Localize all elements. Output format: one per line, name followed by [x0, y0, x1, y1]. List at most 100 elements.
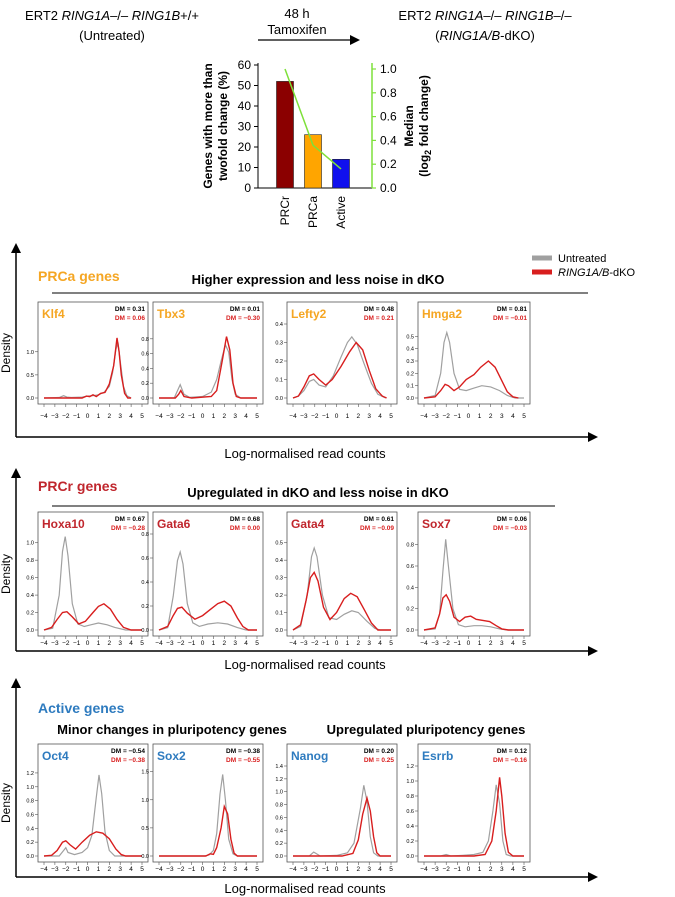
median-ytick-label: 1.0: [380, 62, 397, 76]
median-ytick-label: 0.0: [380, 181, 397, 195]
panel-dm-dko: DM = 0.21: [364, 315, 395, 322]
bar-category-label: PRCr: [278, 196, 292, 225]
panel-xtick-label: −4: [40, 866, 48, 873]
panel-xtick-label: −1: [188, 866, 196, 873]
panel-gene-label: Gata6: [157, 517, 191, 531]
density-sections: Density Log-normalised read counts PRCa ge…: [0, 243, 598, 896]
median-ylabel-line2a: (log: [417, 155, 431, 177]
panel-dm-dko: DM = −0.55: [226, 757, 260, 764]
panel-ytick-label: 1.0: [26, 350, 34, 356]
panel-xtick-label: 2: [357, 866, 361, 873]
panel-dm-untreated: DM = 0.48: [364, 306, 395, 313]
panel-ytick-label: 0.0: [406, 396, 414, 402]
panel-dm-untreated: DM = −0.54: [111, 748, 145, 755]
panel-ytick-label: 0.8: [141, 337, 149, 343]
panel-xtick-label: 1: [346, 866, 350, 873]
panel-xtick-label: −1: [73, 640, 81, 647]
panel-ytick-label: 1.0: [406, 779, 414, 785]
bar-chart: 0 10 20 30 40 50 60 Genes with more thantwofold…: [201, 58, 433, 229]
density-panel-nanog: 0.0 0.2 0.4 0.6 0.8 1.0 1.2 1.4 −4 −3 −2 −1 0 1 2 3 4 5 Na…: [275, 743, 398, 873]
panel-ytick-label: 1.2: [26, 771, 34, 777]
bar-ytick-label: 0: [244, 181, 251, 195]
panel-ytick-label: 0.2: [406, 371, 414, 377]
panel-xtick-label: 3: [233, 866, 237, 873]
panel-frame: [152, 511, 264, 637]
panel-ytick-label: 0.8: [141, 532, 149, 538]
panel-dm-untreated: DM = 0.12: [497, 748, 528, 755]
section-x-axis-arrow: [588, 646, 598, 656]
condition-untreated-genotype: ERT2 RING1A–/– RING1B+/+: [25, 8, 199, 23]
panel-xtick-label: 4: [511, 866, 515, 873]
panel-xtick-label: 0: [201, 413, 205, 420]
panel-xtick-label: −2: [311, 866, 319, 873]
panel-xtick-label: 0: [335, 640, 339, 647]
panel-xtick-label: −2: [443, 413, 451, 420]
panel-xtick-label: 3: [118, 866, 122, 873]
density-curve-untreated: [423, 330, 524, 399]
bar-ylabel-line: twofold change (%): [216, 71, 230, 181]
panel-ytick-label: 0.2: [26, 611, 34, 617]
panel-dm-untreated: DM = 0.06: [497, 516, 528, 523]
panel-dm-untreated: DM = 0.01: [230, 306, 261, 313]
panel-gene-label: Esrrb: [422, 749, 453, 763]
panel-ytick-label: 0.6: [141, 556, 149, 562]
median-ytick-label: 0.8: [380, 86, 397, 100]
density-curve-untreated: [292, 335, 386, 399]
panel-gene-label: Oct4: [42, 749, 69, 763]
panel-dm-untreated: DM = 0.67: [115, 516, 146, 523]
panel-ytick-label: 0.1: [275, 611, 283, 617]
panel-gene-label: Sox7: [422, 517, 451, 531]
section-ylabel: Density: [0, 554, 13, 594]
bar-ytick-label: 50: [238, 79, 252, 93]
section-group-label: Active genes: [38, 700, 125, 716]
density-curve-dko: [423, 360, 519, 399]
panel-xtick-label: −3: [51, 866, 59, 873]
panel-xtick-label: 0: [201, 640, 205, 647]
section-subtitle: Higher expression and less noise in dKO: [192, 272, 445, 287]
section-xlabel: Log-normalised read counts: [224, 657, 386, 672]
panel-xtick-label: 3: [500, 640, 504, 647]
panel-xtick-label: 5: [522, 866, 526, 873]
panel-ytick-label: 0.6: [26, 812, 34, 818]
panel-xtick-label: −1: [322, 866, 330, 873]
panel-ytick-label: 0.0: [275, 854, 283, 860]
panel-xtick-label: 3: [500, 866, 504, 873]
panel-dm-untreated: DM = 0.68: [230, 516, 261, 523]
panel-xtick-label: 5: [255, 640, 259, 647]
panel-xtick-label: −4: [420, 866, 428, 873]
density-curve-untreated: [43, 342, 132, 399]
panel-xtick-label: −3: [431, 640, 439, 647]
panel-ytick-label: 0.0: [26, 396, 34, 402]
panel-xtick-label: 4: [129, 413, 133, 420]
median-ylabel-line2b: fold change): [417, 75, 431, 150]
panel-xtick-label: 1: [97, 640, 101, 647]
panel-xtick-label: −4: [155, 640, 163, 647]
panel-xtick-label: 3: [367, 413, 371, 420]
panel-xtick-label: 4: [129, 866, 133, 873]
density-curve-dko: [293, 795, 391, 857]
section-subtitle-left: Minor changes in pluripotency genes: [57, 722, 287, 737]
panel-frame: [37, 743, 149, 863]
panel-dm-dko: DM = −0.38: [111, 757, 145, 764]
panel-dm-dko: DM = −0.01: [493, 315, 527, 322]
panel-xtick-label: 1: [346, 413, 350, 420]
panel-xtick-label: −3: [431, 866, 439, 873]
median-ylabel-sub: 2: [423, 150, 433, 155]
median-ytick-label: 0.2: [380, 157, 397, 171]
panel-ytick-label: 1.5: [141, 770, 149, 776]
panel-dm-dko: DM = −0.03: [493, 525, 527, 532]
panel-xtick-label: −1: [454, 640, 462, 647]
panel-frame: [37, 301, 149, 405]
panel-xtick-label: −4: [155, 866, 163, 873]
bar-ylabel-line: Genes with more than: [201, 63, 215, 188]
panel-xtick-label: 5: [255, 866, 259, 873]
panel-xtick-label: 1: [212, 866, 216, 873]
density-curve-untreated: [293, 785, 391, 857]
density-panel-sox7: 0.0 0.2 0.4 0.6 0.8 −4 −3 −2 −1 0 1 2 3 4 5 Sox7 DM = 0.…: [406, 511, 531, 647]
section-ylabel: Density: [0, 783, 13, 823]
median-ylabel: Median(log2 fold change): [402, 75, 433, 177]
bar-ytick-label: 60: [238, 58, 252, 72]
panel-ytick-label: 0.2: [406, 839, 414, 845]
panel-gene-label: Klf4: [42, 307, 65, 321]
